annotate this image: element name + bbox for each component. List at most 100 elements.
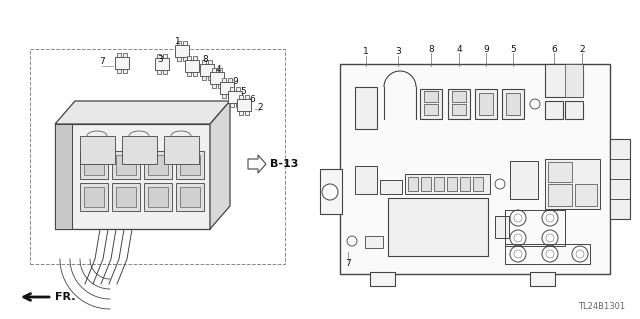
Text: TL24B1301: TL24B1301 — [578, 302, 625, 311]
Text: 7: 7 — [99, 57, 105, 66]
Circle shape — [510, 246, 526, 262]
Bar — [452, 104, 466, 115]
Text: 2: 2 — [579, 44, 585, 54]
Text: 1: 1 — [175, 38, 181, 47]
Bar — [115, 57, 129, 69]
Bar — [420, 89, 442, 119]
Bar — [180, 187, 200, 207]
Bar — [355, 166, 377, 194]
Bar — [230, 103, 234, 107]
Text: 3: 3 — [157, 55, 163, 63]
Bar — [355, 87, 377, 129]
Bar — [239, 111, 243, 115]
Bar — [193, 56, 197, 60]
Bar — [148, 155, 168, 175]
Bar — [434, 177, 444, 191]
Bar — [236, 87, 240, 91]
Bar — [502, 89, 524, 119]
Circle shape — [572, 246, 588, 262]
Polygon shape — [55, 124, 210, 229]
Bar — [212, 84, 216, 88]
Bar — [239, 95, 243, 99]
Bar — [610, 139, 630, 219]
Circle shape — [542, 230, 558, 246]
Bar — [183, 41, 187, 45]
Bar — [208, 76, 212, 80]
Bar — [610, 199, 630, 219]
Bar — [610, 139, 630, 159]
Bar — [177, 57, 181, 61]
Text: 5: 5 — [510, 44, 516, 54]
Bar — [421, 177, 431, 191]
Bar — [212, 68, 216, 72]
Bar — [473, 177, 483, 191]
Bar — [157, 54, 161, 58]
Bar — [80, 136, 115, 164]
Circle shape — [322, 184, 338, 200]
Bar — [245, 111, 249, 115]
Text: 2: 2 — [257, 102, 263, 112]
Text: B-13: B-13 — [270, 159, 298, 169]
Text: 8: 8 — [428, 44, 434, 54]
Bar — [228, 91, 242, 103]
Bar — [163, 70, 167, 74]
Bar — [84, 155, 104, 175]
Bar — [405, 174, 490, 194]
Bar — [163, 54, 167, 58]
Bar — [510, 161, 538, 199]
Bar — [370, 272, 395, 286]
Text: 4: 4 — [456, 44, 462, 54]
Bar — [164, 136, 199, 164]
Text: 3: 3 — [395, 48, 401, 56]
Bar — [424, 104, 438, 115]
Bar — [505, 244, 590, 264]
Text: 5: 5 — [240, 86, 246, 95]
Polygon shape — [248, 155, 266, 173]
Bar — [452, 91, 466, 102]
Bar — [202, 76, 206, 80]
Circle shape — [542, 246, 558, 262]
Bar — [222, 78, 226, 82]
Bar — [545, 64, 583, 97]
Bar — [185, 60, 199, 72]
Text: 9: 9 — [483, 44, 489, 54]
Bar — [408, 177, 418, 191]
Bar — [220, 82, 234, 94]
Bar — [545, 159, 600, 209]
Bar — [575, 184, 597, 206]
Bar — [380, 180, 402, 194]
Text: 1: 1 — [363, 48, 369, 56]
Bar — [610, 159, 630, 179]
Text: 7: 7 — [345, 259, 351, 269]
Bar — [506, 93, 520, 115]
Polygon shape — [80, 151, 108, 179]
Bar — [180, 155, 200, 175]
Polygon shape — [55, 101, 230, 124]
Bar — [548, 162, 572, 182]
Polygon shape — [144, 151, 172, 179]
Bar — [424, 91, 438, 102]
Text: 8: 8 — [202, 55, 208, 63]
Text: 6: 6 — [551, 44, 557, 54]
Bar — [495, 216, 509, 238]
Polygon shape — [176, 183, 204, 211]
Bar — [116, 155, 136, 175]
Bar — [123, 53, 127, 57]
Bar — [365, 236, 383, 248]
Polygon shape — [144, 183, 172, 211]
Bar — [218, 84, 222, 88]
Bar — [475, 89, 497, 119]
Bar — [155, 58, 169, 70]
Bar — [236, 103, 240, 107]
Bar — [177, 41, 181, 45]
Bar — [117, 53, 121, 57]
Bar — [388, 198, 488, 256]
Bar — [218, 68, 222, 72]
Bar — [545, 101, 563, 119]
Bar — [202, 60, 206, 64]
Bar — [183, 57, 187, 61]
Polygon shape — [112, 151, 140, 179]
Bar — [530, 272, 555, 286]
Text: 4: 4 — [215, 65, 221, 75]
Bar — [84, 187, 104, 207]
